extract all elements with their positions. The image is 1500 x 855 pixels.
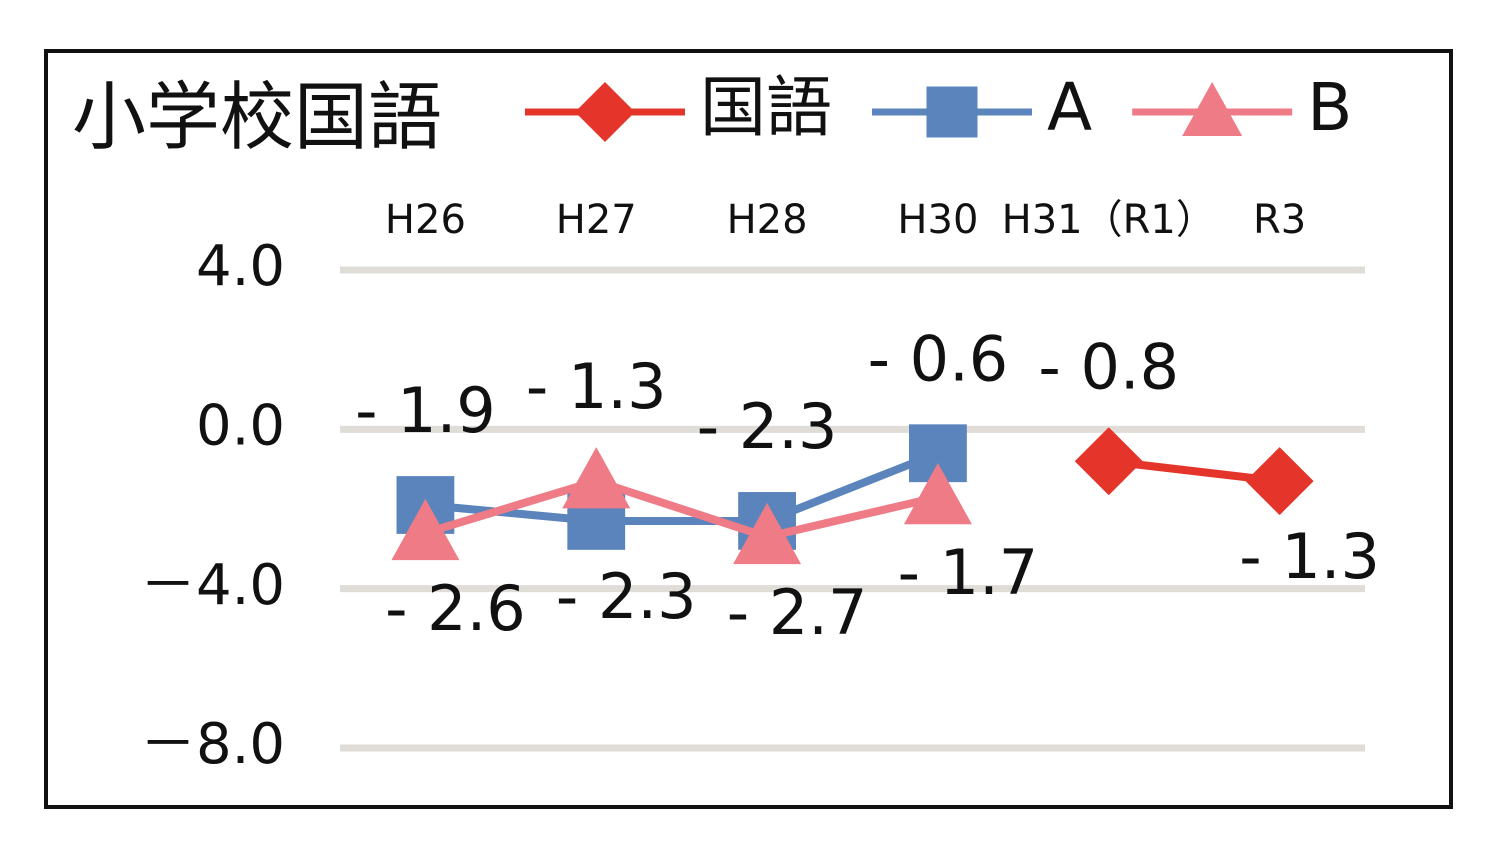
data-label: - 2.6 <box>385 572 526 645</box>
marker <box>1074 427 1143 496</box>
data-label: - 1.7 <box>898 536 1039 609</box>
series-line <box>425 449 940 525</box>
data-label: - 2.3 <box>556 560 697 633</box>
marker <box>575 82 635 142</box>
chart-title: 小学校国語 <box>72 75 442 161</box>
y-tick-label: 0.0 <box>196 393 285 458</box>
x-tick-label: H31（R1） <box>1002 197 1216 243</box>
y-tick-label: －8.0 <box>140 712 285 777</box>
marker <box>1182 82 1243 136</box>
x-tick-label: H28 <box>727 197 808 243</box>
data-label: - 1.9 <box>355 374 496 447</box>
marker <box>1245 447 1314 516</box>
y-tick-label: 4.0 <box>196 234 285 299</box>
data-label: - 2.3 <box>697 390 838 463</box>
data-label: - 0.6 <box>868 322 1009 395</box>
legend-label: 国語 <box>700 69 832 146</box>
x-tick-label: H26 <box>385 197 466 243</box>
x-tick-label: H30 <box>897 197 978 243</box>
legend-label: B <box>1307 69 1352 146</box>
legend-label: A <box>1047 69 1092 146</box>
data-label: - 1.3 <box>526 350 667 423</box>
marker <box>562 447 631 509</box>
series-line <box>424 476 939 542</box>
data-label: - 0.8 <box>1038 330 1179 403</box>
data-label: - 2.7 <box>727 576 868 649</box>
marker <box>903 463 972 525</box>
data-label: - 1.3 <box>1239 520 1380 593</box>
x-tick-label: R3 <box>1253 197 1306 243</box>
marker <box>733 502 802 565</box>
x-tick-label: H27 <box>556 197 637 243</box>
marker <box>391 498 460 561</box>
marker <box>926 86 978 138</box>
y-tick-label: －4.0 <box>140 553 285 618</box>
